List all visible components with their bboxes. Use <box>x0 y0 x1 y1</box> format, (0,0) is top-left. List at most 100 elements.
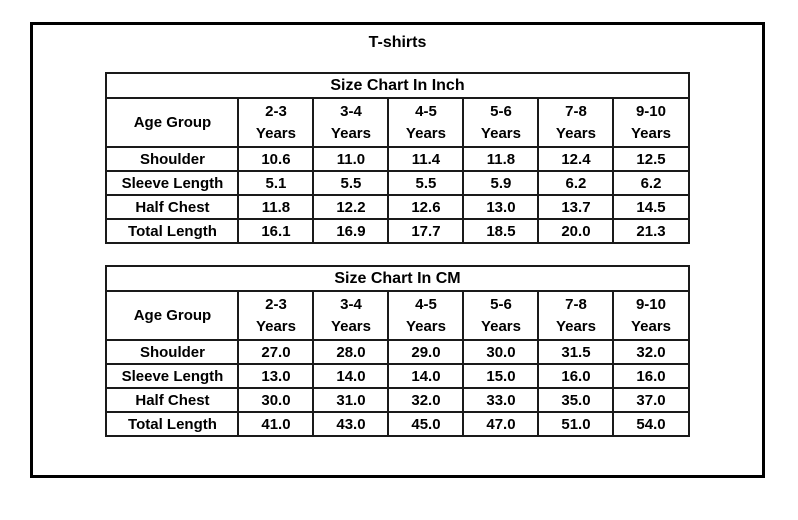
age-unit: Years <box>255 317 296 335</box>
age-range: 3-4 <box>340 102 362 120</box>
age-column-header: 9-10 Years <box>612 290 690 341</box>
measurement-value: 11.8 <box>237 194 315 220</box>
age-group-corner-header: Age Group <box>105 97 240 148</box>
measurement-label: Total Length <box>105 411 240 437</box>
age-range: 9-10 <box>635 102 666 120</box>
measurement-value: 13.0 <box>237 363 315 389</box>
age-group-corner-header: Age Group <box>105 290 240 341</box>
age-range: 7-8 <box>565 102 587 120</box>
measurement-value: 12.4 <box>537 146 615 172</box>
age-column-header: 5-6 Years <box>462 97 540 148</box>
size-chart-cm-table: Size Chart In CM Age Group 2-3 Years 3-4… <box>105 265 690 437</box>
age-unit: Years <box>405 317 446 335</box>
measurement-value: 41.0 <box>237 411 315 437</box>
age-range: 4-5 <box>415 295 437 313</box>
age-column-header: 2-3 Years <box>237 97 315 148</box>
age-range: 9-10 <box>635 295 666 313</box>
measurement-value: 12.6 <box>387 194 465 220</box>
measurement-value: 32.0 <box>387 387 465 413</box>
measurement-value: 13.7 <box>537 194 615 220</box>
measurement-value: 31.0 <box>312 387 390 413</box>
age-column-header: 2-3 Years <box>237 290 315 341</box>
age-range: 5-6 <box>490 102 512 120</box>
age-column-header: 4-5 Years <box>387 290 465 341</box>
measurement-value: 5.5 <box>312 170 390 196</box>
outer-frame: T-shirts Size Chart In Inch Age Group 2-… <box>30 22 765 478</box>
table-row: Total Length 41.0 43.0 45.0 47.0 51.0 54… <box>105 411 690 437</box>
measurement-value: 13.0 <box>462 194 540 220</box>
measurement-value: 15.0 <box>462 363 540 389</box>
age-range: 5-6 <box>490 295 512 313</box>
measurement-value: 31.5 <box>537 339 615 365</box>
measurement-value: 11.0 <box>312 146 390 172</box>
measurement-value: 54.0 <box>612 411 690 437</box>
age-unit: Years <box>555 124 596 142</box>
measurement-label: Half Chest <box>105 387 240 413</box>
measurement-value: 12.5 <box>612 146 690 172</box>
measurement-value: 30.0 <box>462 339 540 365</box>
age-unit: Years <box>480 317 521 335</box>
table-title: Size Chart In CM <box>105 265 690 292</box>
measurement-value: 10.6 <box>237 146 315 172</box>
table-title-row: Size Chart In CM <box>105 265 690 292</box>
measurement-value: 30.0 <box>237 387 315 413</box>
measurement-value: 45.0 <box>387 411 465 437</box>
age-range: 7-8 <box>565 295 587 313</box>
measurement-value: 32.0 <box>612 339 690 365</box>
measurement-value: 35.0 <box>537 387 615 413</box>
measurement-value: 20.0 <box>537 218 615 244</box>
size-chart-inch-table: Size Chart In Inch Age Group 2-3 Years 3… <box>105 72 690 244</box>
age-unit: Years <box>630 317 672 335</box>
measurement-value: 14.0 <box>312 363 390 389</box>
age-unit: Years <box>480 124 521 142</box>
measurement-value: 21.3 <box>612 218 690 244</box>
age-unit: Years <box>405 124 446 142</box>
measurement-value: 18.5 <box>462 218 540 244</box>
table-header-row: Age Group 2-3 Years 3-4 Years 4-5 Years <box>105 290 690 341</box>
table-row: Shoulder 27.0 28.0 29.0 30.0 31.5 32.0 <box>105 339 690 365</box>
measurement-value: 11.4 <box>387 146 465 172</box>
table-row: Half Chest 30.0 31.0 32.0 33.0 35.0 37.0 <box>105 387 690 413</box>
measurement-value: 37.0 <box>612 387 690 413</box>
table-row: Total Length 16.1 16.9 17.7 18.5 20.0 21… <box>105 218 690 244</box>
measurement-value: 6.2 <box>612 170 690 196</box>
measurement-label: Sleeve Length <box>105 363 240 389</box>
measurement-value: 33.0 <box>462 387 540 413</box>
measurement-value: 17.7 <box>387 218 465 244</box>
measurement-value: 43.0 <box>312 411 390 437</box>
measurement-value: 16.0 <box>612 363 690 389</box>
measurement-value: 47.0 <box>462 411 540 437</box>
age-column-header: 5-6 Years <box>462 290 540 341</box>
measurement-label: Half Chest <box>105 194 240 220</box>
measurement-value: 11.8 <box>462 146 540 172</box>
age-unit: Years <box>330 124 371 142</box>
table-row: Sleeve Length 5.1 5.5 5.5 5.9 6.2 6.2 <box>105 170 690 196</box>
age-unit: Years <box>255 124 296 142</box>
age-column-header: 7-8 Years <box>537 290 615 341</box>
table-title-row: Size Chart In Inch <box>105 72 690 99</box>
measurement-value: 14.0 <box>387 363 465 389</box>
measurement-value: 5.1 <box>237 170 315 196</box>
measurement-value: 12.2 <box>312 194 390 220</box>
age-column-header: 9-10 Years <box>612 97 690 148</box>
measurement-value: 51.0 <box>537 411 615 437</box>
measurement-value: 5.5 <box>387 170 465 196</box>
measurement-label: Sleeve Length <box>105 170 240 196</box>
age-unit: Years <box>555 317 596 335</box>
table-title: Size Chart In Inch <box>105 72 690 99</box>
age-column-header: 3-4 Years <box>312 290 390 341</box>
measurement-value: 6.2 <box>537 170 615 196</box>
measurement-label: Shoulder <box>105 146 240 172</box>
table-header-row: Age Group 2-3 Years 3-4 Years 4-5 Years <box>105 97 690 148</box>
measurement-value: 5.9 <box>462 170 540 196</box>
age-range: 2-3 <box>265 295 287 313</box>
measurement-value: 16.1 <box>237 218 315 244</box>
measurement-value: 29.0 <box>387 339 465 365</box>
page-title: T-shirts <box>368 34 427 51</box>
age-unit: Years <box>630 124 672 142</box>
measurement-label: Shoulder <box>105 339 240 365</box>
age-range: 4-5 <box>415 102 437 120</box>
age-column-header: 3-4 Years <box>312 97 390 148</box>
age-unit: Years <box>330 317 371 335</box>
